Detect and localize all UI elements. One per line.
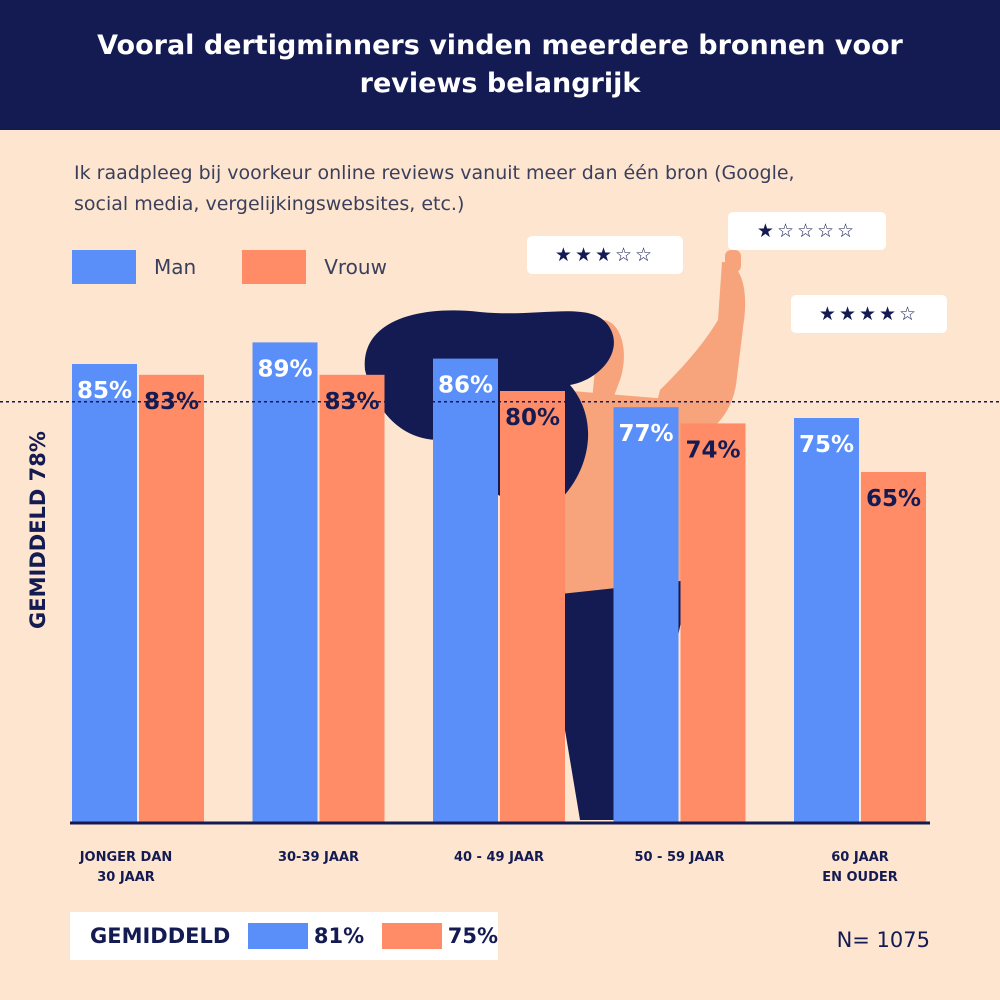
bar-vrouw-4 bbox=[861, 472, 926, 823]
average-axis-text: GEMIDDELD 78% bbox=[26, 431, 50, 629]
bar-man-1 bbox=[252, 342, 318, 823]
average-value-vrouw: 75% bbox=[447, 924, 498, 948]
category-label-0-1: 30 JAAR bbox=[97, 870, 155, 885]
bar-vrouw-1 bbox=[319, 374, 385, 823]
data-label-vrouw-3: 74% bbox=[685, 437, 740, 463]
data-label-vrouw-2: 80% bbox=[505, 405, 560, 431]
bar-man-2 bbox=[433, 358, 498, 823]
data-label-vrouw-1: 83% bbox=[324, 389, 379, 415]
category-label-3-0: 50 - 59 JAAR bbox=[634, 850, 724, 865]
average-value-man: 81% bbox=[313, 924, 365, 948]
stars-4-icon: ★★★★☆ bbox=[818, 303, 920, 325]
category-label-4-1: EN OUDER bbox=[822, 870, 898, 885]
data-label-vrouw-0: 83% bbox=[144, 389, 199, 415]
stars-3-icon: ★★★☆☆ bbox=[554, 244, 656, 266]
data-label-man-4: 75% bbox=[799, 432, 854, 458]
data-label-man-3: 77% bbox=[618, 421, 673, 447]
rating-card-3-stars: ★★★☆☆ bbox=[527, 236, 683, 274]
bar-man-3 bbox=[613, 407, 679, 823]
bar-vrouw-0 bbox=[139, 374, 204, 823]
bar-vrouw-2 bbox=[500, 391, 565, 823]
x-axis-category-labels: JONGER DAN 30 JAAR 30-39 JAAR 40 - 49 JAAR 5… bbox=[79, 850, 898, 885]
rating-card-4-stars: ★★★★☆ bbox=[791, 295, 947, 333]
bars-group: 85% 89% 86% 77% 75% 83% 83% 80% 74% 65% bbox=[72, 342, 926, 823]
bar-man-4 bbox=[794, 418, 859, 823]
stars-1-icon: ★☆☆☆☆ bbox=[756, 220, 858, 242]
legend-label-vrouw: Vrouw bbox=[324, 255, 387, 279]
average-axis-label: GEMIDDELD 78% bbox=[16, 420, 60, 640]
legend-label-man: Man bbox=[154, 255, 197, 279]
category-label-1-0: 30-39 JAAR bbox=[278, 850, 359, 865]
header-banner: Vooral dertigminners vinden meerdere bro… bbox=[0, 0, 1000, 130]
category-label-0-0: JONGER DAN bbox=[79, 850, 173, 865]
legend: Man Vrouw bbox=[72, 250, 433, 284]
sample-size-label: N= 1075 bbox=[836, 928, 930, 952]
bar-man-0 bbox=[72, 364, 137, 823]
legend-swatch-man bbox=[72, 250, 136, 284]
data-label-man-1: 89% bbox=[257, 356, 312, 382]
chart-subtitle: Ik raadpleeg bij voorkeur online reviews… bbox=[74, 162, 795, 215]
rating-card-1-star: ★☆☆☆☆ bbox=[728, 212, 886, 250]
chart-title: Vooral dertigminners vinden meerdere bro… bbox=[97, 30, 903, 99]
data-label-man-0: 85% bbox=[77, 378, 132, 404]
category-label-4-0: 60 JAAR bbox=[831, 850, 889, 865]
data-label-man-2: 86% bbox=[438, 373, 493, 399]
average-swatch-man bbox=[248, 923, 308, 949]
average-summary-title: GEMIDDELD bbox=[90, 924, 231, 948]
average-swatch-vrouw bbox=[382, 923, 442, 949]
legend-swatch-vrouw bbox=[242, 250, 307, 284]
bar-vrouw-3 bbox=[680, 423, 746, 823]
data-label-vrouw-4: 65% bbox=[866, 486, 921, 512]
category-label-2-0: 40 - 49 JAAR bbox=[454, 850, 544, 865]
average-summary-box: GEMIDDELD 81% 75% bbox=[70, 912, 498, 960]
